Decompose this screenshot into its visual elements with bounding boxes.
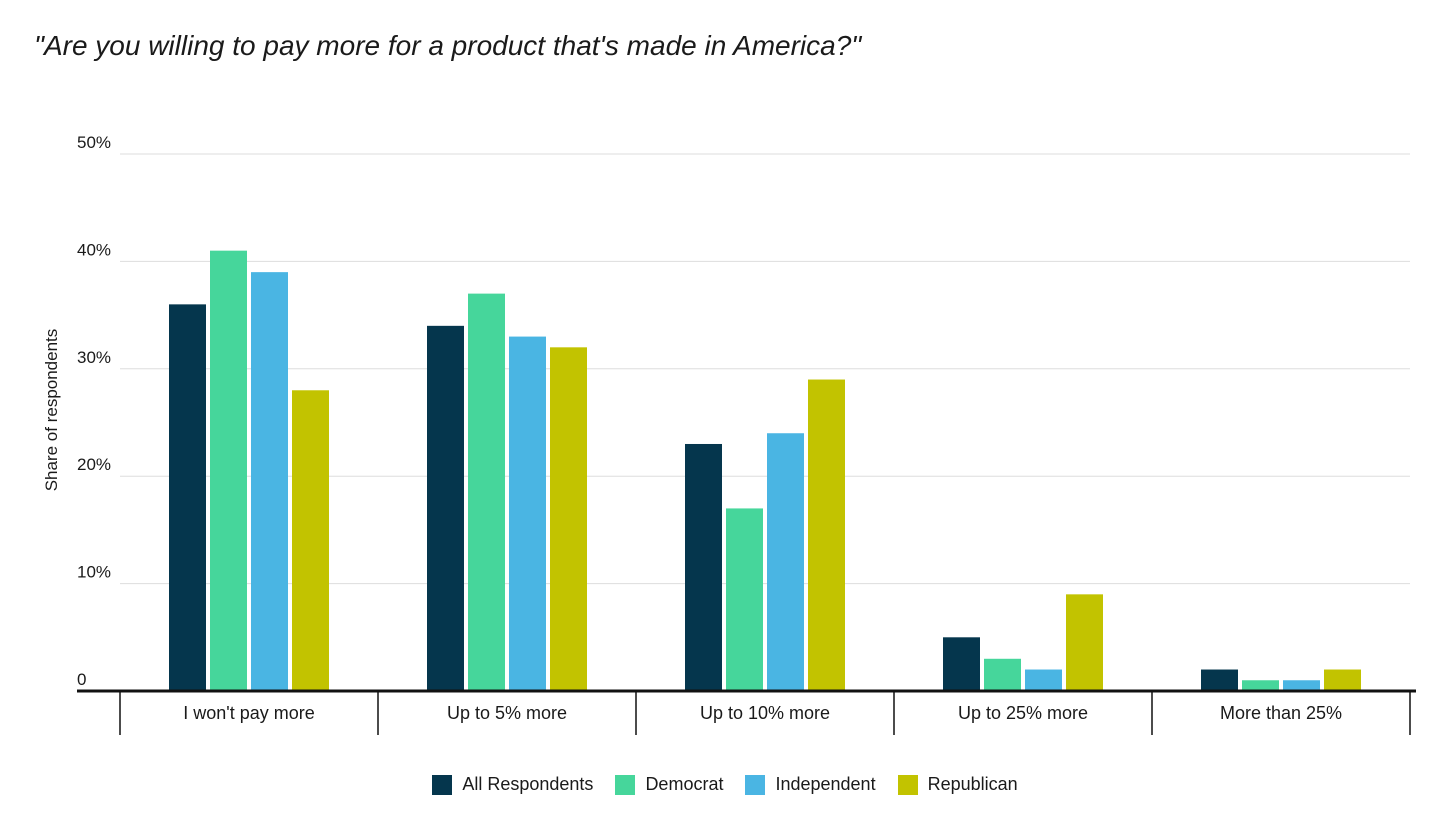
- y-tick-label: 20%: [77, 455, 111, 474]
- y-tick-label: 30%: [77, 348, 111, 367]
- y-axis-label: Share of respondents: [42, 329, 61, 492]
- bar: [509, 336, 546, 691]
- x-tick-label: More than 25%: [1220, 703, 1342, 723]
- legend-swatch: [745, 774, 766, 795]
- x-tick-label: Up to 5% more: [447, 703, 567, 723]
- bar: [726, 508, 763, 691]
- bar: [1025, 669, 1062, 691]
- legend-swatch: [615, 774, 636, 795]
- legend-swatch: [432, 774, 453, 795]
- legend-swatch: [897, 774, 918, 795]
- bar: [1066, 594, 1103, 691]
- bars: [169, 250, 1361, 691]
- bar: [550, 347, 587, 691]
- bar: [1201, 669, 1238, 691]
- bar: [427, 325, 464, 691]
- y-tick-label: 50%: [77, 133, 111, 152]
- legend-item: Republican: [897, 774, 1018, 795]
- bar: [210, 250, 247, 691]
- bar: [808, 379, 845, 691]
- legend-label: All Respondents: [462, 774, 594, 794]
- legend-item: All Respondents: [432, 774, 593, 795]
- legend-item: Independent: [745, 774, 876, 795]
- bar: [169, 304, 206, 691]
- bar: [292, 390, 329, 691]
- legend-label: Republican: [927, 774, 1018, 794]
- y-tick-label: 40%: [77, 240, 111, 259]
- legend-item: Democrat: [615, 774, 723, 795]
- legend-label: Democrat: [645, 774, 724, 794]
- chart-title: "Are you willing to pay more for a produ…: [34, 30, 862, 61]
- gridlines: [120, 153, 1410, 585]
- legend-label: Independent: [775, 774, 876, 794]
- y-axis-ticks: 0 10% 20% 30% 40% 50%: [77, 133, 111, 689]
- y-tick-label: 0: [77, 670, 86, 689]
- bar: [1242, 680, 1279, 691]
- y-tick-label: 10%: [77, 563, 111, 582]
- bar: [984, 658, 1021, 691]
- x-tick-label: Up to 10% more: [700, 703, 830, 723]
- bar: [943, 637, 980, 691]
- bar: [251, 272, 288, 691]
- legend: All Respondents Democrat Independent Republ…: [0, 774, 1450, 795]
- bar: [1324, 669, 1361, 691]
- x-axis: I won't pay more Up to 5% more Up to 10% m…: [77, 689, 1416, 735]
- x-tick-label: I won't pay more: [183, 703, 315, 723]
- bar: [685, 443, 722, 691]
- bar: [468, 293, 505, 691]
- bar: [1283, 680, 1320, 691]
- x-tick-label: Up to 25% more: [958, 703, 1088, 723]
- bar: [767, 433, 804, 691]
